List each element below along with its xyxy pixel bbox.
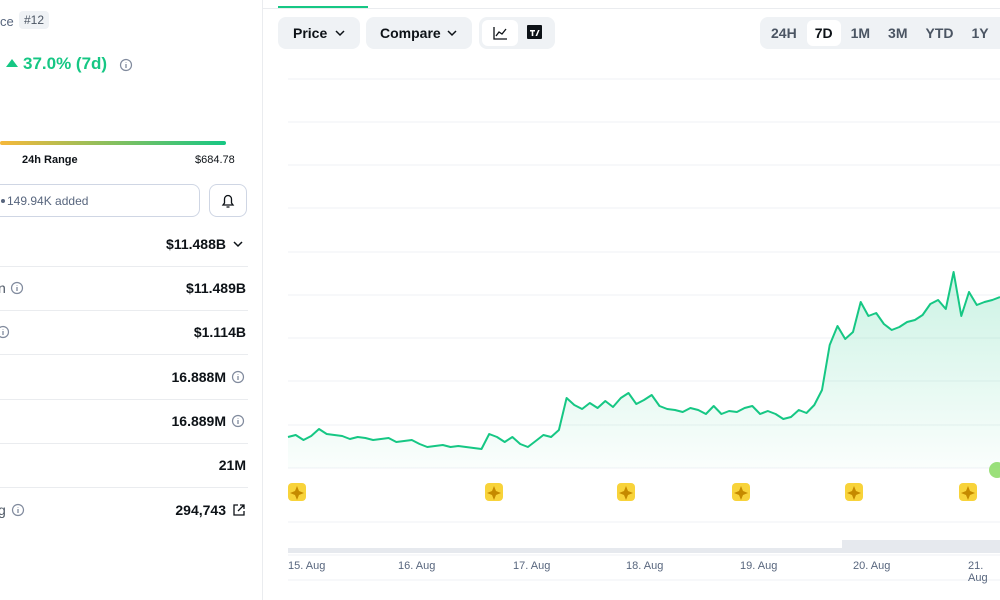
chevron[interactable] [232,238,244,250]
event-star [487,486,501,500]
event-star [290,486,304,500]
tab-border [262,8,1000,9]
event-marker[interactable] [732,483,750,501]
x-tick-label: 17. Aug [513,560,551,572]
event-star [734,486,748,500]
tradingview-button[interactable] [527,25,543,41]
info-icon[interactable] [231,414,245,428]
event-marker[interactable] [845,483,863,501]
info-icon[interactable] [10,281,24,295]
event-star [961,486,975,500]
rank-label: ce [0,14,14,29]
bell-icon [221,194,235,208]
x-tick-label: 15. Aug [288,560,326,572]
bullet [1,199,5,203]
event-star [619,486,633,500]
button-label: Price [293,25,328,41]
stat-label: n [0,280,6,296]
x-tick-label: 20. Aug [853,560,891,572]
stat-value: $11.488B [166,236,226,252]
line-chart-button[interactable] [482,20,518,46]
stat-row: n $11.489B [0,266,248,311]
event-markers [288,483,977,501]
info-icon[interactable] [231,370,245,384]
stat-value: $11.489B [186,280,246,296]
info-icon[interactable] [11,503,25,517]
stat-value: 16.888M [171,369,226,385]
event-marker[interactable] [485,483,503,501]
external-link[interactable] [232,503,246,517]
range-button[interactable]: 7D [806,20,841,46]
range-selector: 24H 7D 1M 3M YTD 1Y [760,17,1000,49]
price-chart [287,78,1000,581]
event-marker[interactable] [617,483,635,501]
stat-label: g [0,502,6,518]
info-icon[interactable] [0,325,10,339]
range-button[interactable]: 1Y [971,25,989,41]
event-marker[interactable] [288,483,306,501]
x-tick-label: 16. Aug [398,560,436,572]
x-tick-label: 21. Aug [968,560,988,584]
volume-bars [288,540,1000,553]
range-button[interactable]: 1M [850,25,871,41]
tab-underline [278,6,368,8]
event-marker[interactable] [959,483,977,501]
stat-row: $1.114B [0,310,248,355]
range-button[interactable]: 3M [888,25,908,41]
stat-row: 16.889M [0,399,248,444]
price-line [287,271,1000,450]
stat-row: 21M [0,443,248,488]
info-icon[interactable] [119,58,133,72]
range-bar [0,141,226,145]
alert-button[interactable] [209,184,247,217]
price-dropdown[interactable]: Price [278,17,360,49]
button-label: Compare [380,25,441,41]
stat-value: 16.889M [171,413,226,429]
stat-row: $11.488B [0,222,248,267]
watchlist-button[interactable]: 149.94K added [0,184,200,217]
event-star [847,486,861,500]
chart-type-toggle [479,17,555,49]
range-button[interactable]: YTD [925,25,954,41]
stat-value: 21M [218,457,246,473]
chevron [447,30,457,37]
price-change: 37.0% (7d) [23,54,108,73]
stat-value: $1.114B [193,324,246,340]
left-panel: ce #12 37.0% (7d) 24h Range $684.78 149.… [0,0,263,600]
range-high: $684.78 [195,154,235,166]
stat-row: 16.888M [0,355,248,400]
range-label: 24h Range [22,154,78,166]
line-icon [493,27,507,40]
up-arrow [6,59,18,67]
stat-value: 294,743 [175,502,226,518]
chevron [335,30,345,37]
compare-dropdown[interactable]: Compare [366,17,472,49]
stat-row: g 294,743 [0,488,248,532]
rank-badge: #12 [19,11,50,29]
price-area [288,272,1000,468]
range-button[interactable]: 24H [771,25,797,41]
x-tick-label: 18. Aug [626,560,664,572]
x-tick-label: 19. Aug [740,560,778,572]
watchlist-count: 149.94K added [7,194,89,208]
